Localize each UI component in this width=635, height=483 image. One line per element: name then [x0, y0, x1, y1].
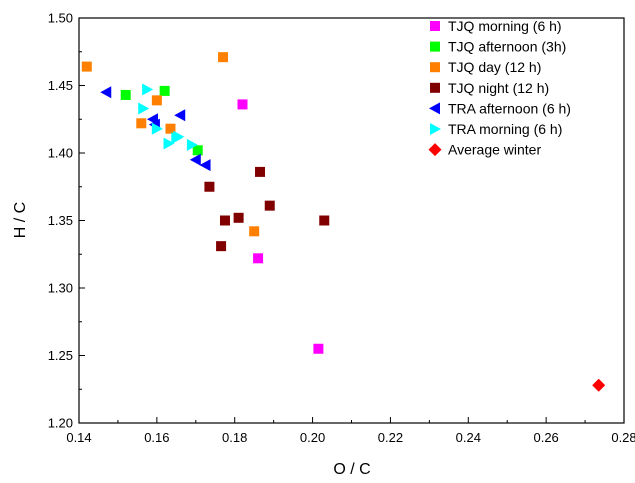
x-tick-label: 0.16 [144, 430, 169, 445]
axes-layer: 0.14 0.16 0.18 0.20 0.22 0.24 0.26 0.28 1.20 1.25… [48, 11, 635, 446]
x-axis-title: O / C [333, 461, 370, 478]
data-point [319, 215, 330, 226]
x-tick-label: 0.18 [222, 430, 247, 445]
x-tick-label: 0.24 [456, 430, 481, 445]
data-point [165, 123, 176, 134]
legend-label: TJQ night (12 h) [448, 80, 549, 96]
legend-marker [430, 41, 440, 52]
legend-marker [430, 82, 440, 93]
data-point [264, 200, 275, 211]
x-tick-label: 0.22 [378, 430, 403, 445]
legend: TJQ morning (6 h) TJQ afternoon (3h) TJQ d… [428, 18, 571, 158]
data-point [138, 102, 150, 115]
points-layer [81, 52, 606, 392]
data-point [313, 343, 324, 354]
data-point [592, 378, 606, 392]
data-point [255, 166, 266, 177]
data-point [163, 137, 175, 150]
legend-label: Average winter [448, 142, 541, 158]
legend-marker [430, 62, 440, 73]
plot-frame [78, 17, 625, 424]
x-tick-label: 0.20 [300, 430, 325, 445]
legend-label: TJQ day (12 h) [448, 59, 541, 75]
legend-marker [429, 102, 440, 115]
y-tick-label: 1.25 [48, 348, 73, 363]
legend-label: TJQ afternoon (3h) [448, 39, 566, 55]
y-axis-title: H / C [12, 202, 29, 238]
data-point [199, 159, 211, 172]
data-point [189, 153, 201, 166]
x-tick-label: 0.26 [533, 430, 558, 445]
data-point [120, 89, 131, 100]
data-point [186, 138, 198, 151]
x-tick-label: 0.28 [611, 430, 635, 445]
data-point [192, 145, 203, 156]
data-point [253, 253, 264, 264]
legend-label: TRA morning (6 h) [448, 121, 562, 137]
data-point [216, 241, 227, 252]
data-point [219, 215, 230, 226]
y-tick-label: 1.50 [48, 11, 73, 26]
data-point [136, 118, 147, 129]
y-tick-label: 1.30 [48, 281, 73, 296]
y-tick-label: 1.40 [48, 146, 73, 161]
legend-marker [428, 143, 442, 157]
legend-label: TJQ morning (6 h) [448, 18, 562, 34]
legend-marker [430, 21, 440, 31]
data-point [218, 52, 229, 63]
y-tick-label: 1.20 [48, 416, 73, 431]
data-point [233, 212, 244, 223]
data-point [171, 132, 183, 145]
data-point [100, 86, 112, 99]
data-point [151, 122, 163, 135]
data-point [142, 83, 154, 96]
y-tick-label: 1.45 [48, 78, 73, 93]
legend-label: TRA afternoon (6 h) [448, 100, 571, 116]
x-tick-label: 0.14 [66, 430, 91, 445]
data-point [81, 61, 92, 72]
y-tick-label: 1.35 [48, 213, 73, 228]
data-point [174, 109, 186, 122]
data-point [159, 85, 170, 96]
data-point [249, 226, 260, 237]
data-point [151, 95, 162, 106]
legend-marker [430, 123, 441, 135]
data-point [237, 99, 248, 110]
data-point [204, 181, 215, 192]
